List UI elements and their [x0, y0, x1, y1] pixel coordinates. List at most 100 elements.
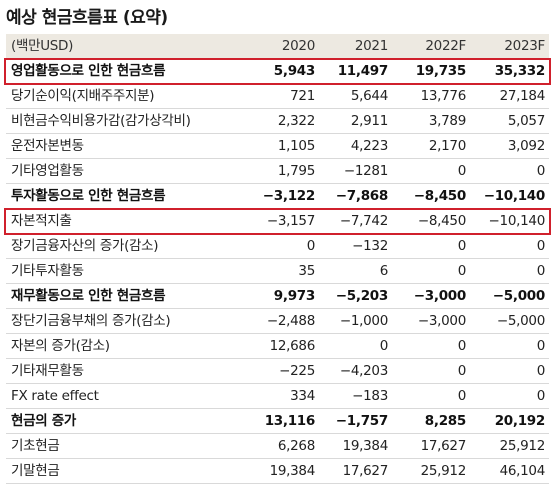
row-label: 비현금수익비용가감(감가상각비) [6, 108, 237, 134]
cell-value: −3,122 [237, 183, 319, 209]
cell-value: 6,268 [237, 433, 319, 459]
row-label: 자본의 증가(감소) [6, 333, 237, 359]
row-label: FX rate effect [6, 383, 237, 409]
cell-value: 0 [237, 233, 319, 259]
cell-value: −132 [319, 233, 392, 259]
cell-value: 0 [392, 233, 470, 259]
row-label: 운전자본변동 [6, 133, 237, 159]
cell-value: −5,203 [319, 283, 392, 309]
table-header-row: (백만USD) 2020 2021 2022F 2023F [6, 34, 549, 59]
table-row: 기타재무활동 −225 −4,203 0 0 [6, 358, 549, 384]
cell-value: 0 [470, 258, 549, 284]
cell-value: 0 [470, 333, 549, 359]
cell-value: 5,644 [319, 83, 392, 109]
cell-value: 5,943 [237, 58, 319, 84]
cell-value: 5,057 [470, 108, 549, 134]
cell-value: 4,223 [319, 133, 392, 159]
row-label: 기타재무활동 [6, 358, 237, 384]
row-label: 기타영업활동 [6, 158, 237, 184]
cell-value: 2,170 [392, 133, 470, 159]
table-row: 장기금융자산의 증가(감소) 0 −132 0 0 [6, 233, 549, 259]
year-header: 2020 [237, 34, 319, 59]
cell-value: 0 [470, 358, 549, 384]
table-row: 자본의 증가(감소) 12,686 0 0 0 [6, 333, 549, 359]
table-title: 예상 현금흐름표 (요약) [6, 8, 168, 28]
cell-value: 17,627 [319, 458, 392, 484]
cell-value: 721 [237, 83, 319, 109]
cell-value: 2,322 [237, 108, 319, 134]
cell-value: −3,157 [237, 208, 319, 234]
row-label: 영업활동으로 인한 현금흐름 [6, 58, 237, 84]
cell-value: −2,488 [237, 308, 319, 334]
cell-value: −3,000 [392, 308, 470, 334]
unit-label: (백만USD) [6, 34, 237, 59]
row-label: 기타투자활동 [6, 258, 237, 284]
table-row: 운전자본변동 1,105 4,223 2,170 3,092 [6, 133, 549, 159]
table-row: 기초현금 6,268 19,384 17,627 25,912 [6, 433, 549, 459]
cell-value: 19,735 [392, 58, 470, 84]
cell-value: 1,795 [237, 158, 319, 184]
table-row: FX rate effect 334 −183 0 0 [6, 383, 549, 409]
row-label: 장단기금융부채의 증가(감소) [6, 308, 237, 334]
cell-value: 0 [392, 383, 470, 409]
cell-value: 17,627 [392, 433, 470, 459]
year-header: 2022F [392, 34, 470, 59]
cell-value: 13,776 [392, 83, 470, 109]
cell-value: 12,686 [237, 333, 319, 359]
table-row: 비현금수익비용가감(감가상각비) 2,322 2,911 3,789 5,057 [6, 108, 549, 134]
cell-value: 20,192 [470, 408, 549, 434]
cell-value: 0 [392, 333, 470, 359]
cell-value: 0 [319, 333, 392, 359]
table-row: 투자활동으로 인한 현금흐름 −3,122 −7,868 −8,450 −10,140 [6, 183, 549, 209]
cell-value: 0 [392, 158, 470, 184]
table-row: 기타투자활동 35 6 0 0 [6, 258, 549, 284]
cell-value: −183 [319, 383, 392, 409]
cell-value: 0 [470, 158, 549, 184]
cell-value: −1281 [319, 158, 392, 184]
cell-value: −10,140 [470, 183, 549, 209]
cell-value: 11,497 [319, 58, 392, 84]
table-row: 기말현금 19,384 17,627 25,912 46,104 [6, 458, 549, 484]
cell-value: 0 [470, 233, 549, 259]
row-label: 기초현금 [6, 433, 237, 459]
row-label: 장기금융자산의 증가(감소) [6, 233, 237, 259]
year-header: 2021 [319, 34, 392, 59]
cell-value: −1,000 [319, 308, 392, 334]
cell-value: −7,868 [319, 183, 392, 209]
cell-value: 1,105 [237, 133, 319, 159]
cash-flow-table: (백만USD) 2020 2021 2022F 2023F 영업활동으로 인한 … [6, 34, 549, 484]
row-label: 자본적지출 [6, 208, 237, 234]
cell-value: 13,116 [237, 408, 319, 434]
cell-value: −3,000 [392, 283, 470, 309]
cell-value: 25,912 [392, 458, 470, 484]
table-row: 기타영업활동 1,795 −1281 0 0 [6, 158, 549, 184]
cell-value: 3,789 [392, 108, 470, 134]
cell-value: 3,092 [470, 133, 549, 159]
cell-value: 0 [392, 258, 470, 284]
cell-value: 0 [392, 358, 470, 384]
cell-value: 27,184 [470, 83, 549, 109]
cell-value: −225 [237, 358, 319, 384]
cell-value: −7,742 [319, 208, 392, 234]
table-row: 현금의 증가 13,116 −1,757 8,285 20,192 [6, 408, 549, 434]
cell-value: −4,203 [319, 358, 392, 384]
year-header: 2023F [470, 34, 549, 59]
cell-value: 334 [237, 383, 319, 409]
table-row: 장단기금융부채의 증가(감소) −2,488 −1,000 −3,000 −5,000 [6, 308, 549, 334]
cell-value: 2,911 [319, 108, 392, 134]
cell-value: −8,450 [392, 208, 470, 234]
table-row: 자본적지출 −3,157 −7,742 −8,450 −10,140 [6, 208, 549, 234]
cell-value: 8,285 [392, 408, 470, 434]
cell-value: 0 [470, 383, 549, 409]
cell-value: 19,384 [237, 458, 319, 484]
table-row: 영업활동으로 인한 현금흐름 5,943 11,497 19,735 35,332 [6, 58, 549, 84]
cell-value: 19,384 [319, 433, 392, 459]
cell-value: −8,450 [392, 183, 470, 209]
table-row: 당기순이익(지배주주지분) 721 5,644 13,776 27,184 [6, 83, 549, 109]
cell-value: −10,140 [470, 208, 549, 234]
cell-value: −5,000 [470, 283, 549, 309]
cell-value: 35,332 [470, 58, 549, 84]
cell-value: 35 [237, 258, 319, 284]
row-label: 당기순이익(지배주주지분) [6, 83, 237, 109]
row-label: 투자활동으로 인한 현금흐름 [6, 183, 237, 209]
